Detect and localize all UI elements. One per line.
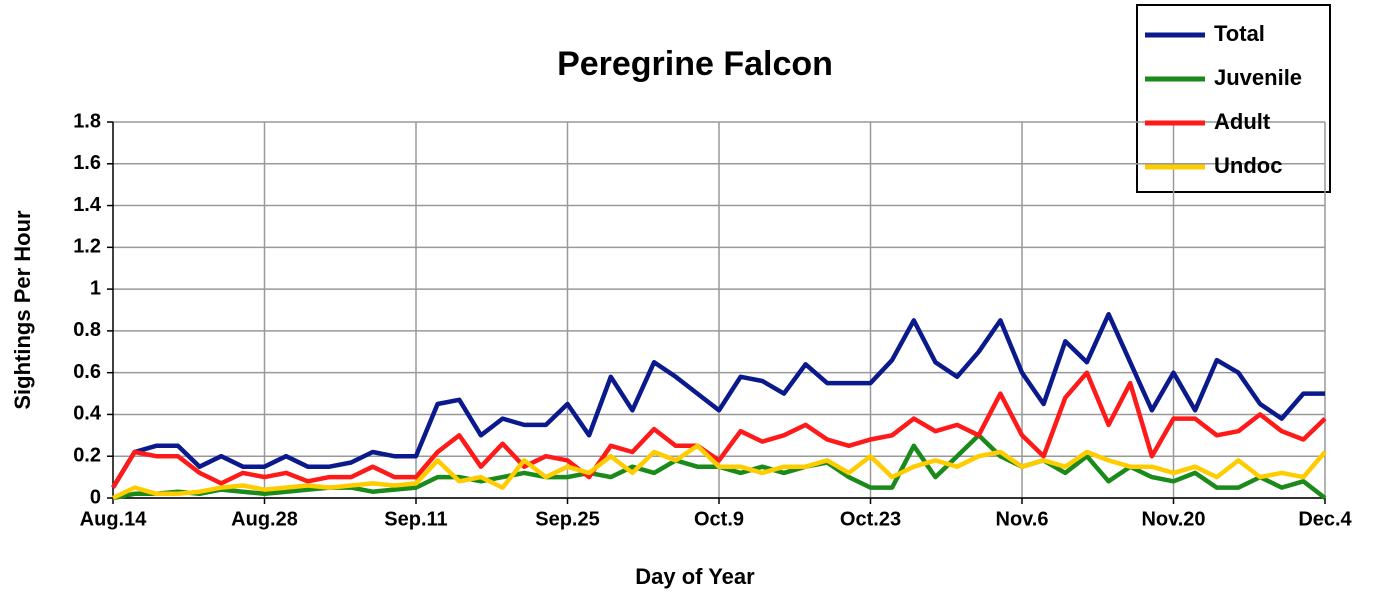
series-line xyxy=(111,370,1327,489)
y-tick-label: 0.2 xyxy=(73,445,101,467)
legend-label: Total xyxy=(1214,21,1265,46)
x-tick-label: Dec.4 xyxy=(1298,508,1352,530)
x-tick-label: Oct.9 xyxy=(694,508,744,530)
x-tick-label: Sep.11 xyxy=(384,508,447,530)
x-tick-label: Nov.6 xyxy=(996,508,1049,530)
series-line xyxy=(112,443,1327,501)
x-tick-label: Nov.20 xyxy=(1141,508,1205,530)
legend-label: Undoc xyxy=(1214,153,1282,178)
y-tick-label: 0 xyxy=(90,486,101,508)
series-line xyxy=(111,311,1325,489)
y-tick-label: 0.4 xyxy=(73,403,102,425)
chart-title: Peregrine Falcon xyxy=(557,45,833,83)
x-tick-label: Aug.14 xyxy=(80,508,148,530)
y-tick-label: 1.4 xyxy=(73,194,102,216)
legend-label: Adult xyxy=(1214,109,1271,134)
x-tick-label: Aug.28 xyxy=(231,508,298,530)
y-axis-label: Sightings Per Hour xyxy=(10,210,35,410)
y-tick-label: 1.6 xyxy=(73,152,101,174)
x-axis-label: Day of Year xyxy=(635,564,755,589)
y-tick-label: 0.8 xyxy=(73,319,101,341)
y-tick-label: 0.6 xyxy=(73,361,101,383)
y-tick-label: 1 xyxy=(90,277,101,299)
y-tick-label: 1.2 xyxy=(73,236,101,258)
y-tick-label: 1.8 xyxy=(73,110,101,132)
x-tick-label: Oct.23 xyxy=(840,508,901,530)
x-tick-label: Sep.25 xyxy=(535,508,599,530)
legend-label: Juvenile xyxy=(1214,65,1302,90)
